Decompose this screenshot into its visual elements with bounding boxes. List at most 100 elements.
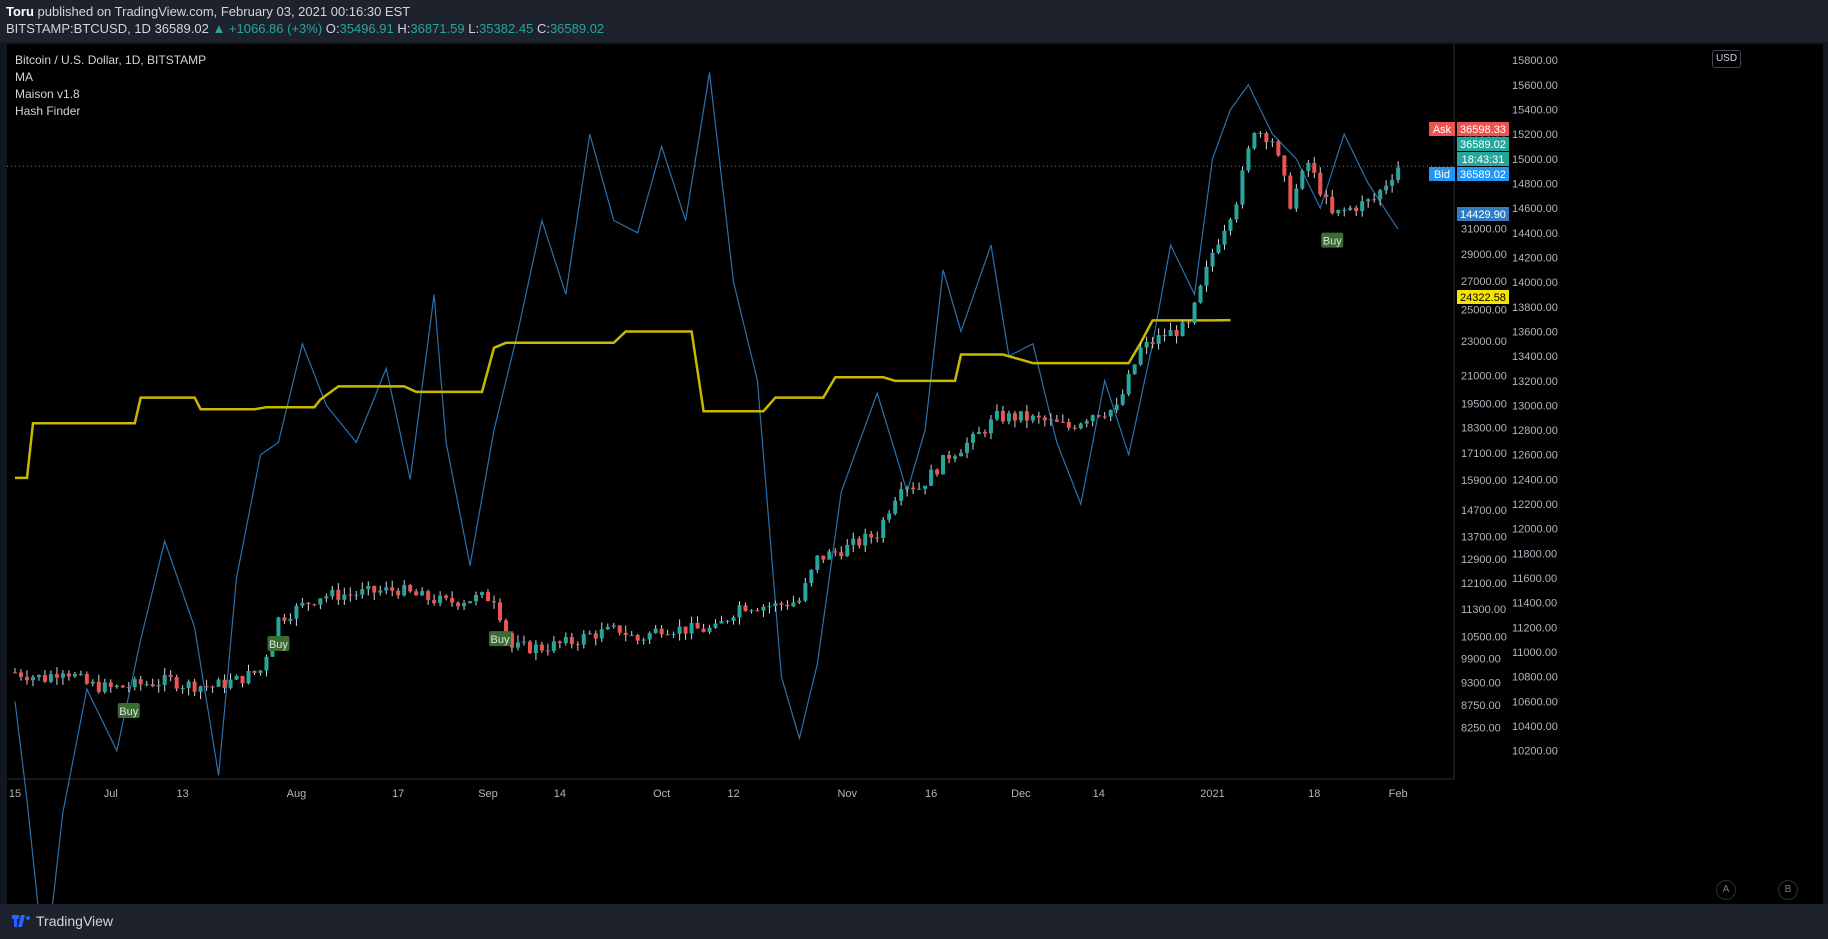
- price-change: ▲ +1066.86 (+3%): [212, 21, 323, 36]
- candle-body: [1024, 411, 1029, 421]
- candle-body: [1102, 416, 1107, 418]
- candle-body: [84, 673, 89, 684]
- open-label: O:: [325, 21, 340, 36]
- candle-body: [72, 674, 77, 677]
- candle-body: [803, 583, 808, 601]
- candle-body: [384, 587, 389, 591]
- candle-body: [1162, 335, 1167, 337]
- candle-body: [1060, 421, 1065, 423]
- candle-body: [1282, 155, 1287, 176]
- candle-body: [599, 629, 604, 639]
- price-axis-tick: 13700.00: [1461, 531, 1507, 543]
- candle-body: [785, 604, 790, 607]
- log-scale-button[interactable]: B: [1778, 880, 1798, 900]
- auto-scale-button[interactable]: A: [1716, 880, 1736, 900]
- price-label: [1457, 122, 1509, 136]
- candle-body: [737, 605, 742, 618]
- time-axis-tick: 18: [1308, 788, 1320, 800]
- candle-body: [264, 656, 269, 671]
- candle-body: [48, 674, 53, 682]
- time-axis-tick: Oct: [653, 788, 670, 800]
- tradingview-brand: TradingView: [36, 913, 114, 929]
- candle-body: [731, 617, 736, 621]
- footer-bar: TradingView: [0, 904, 1828, 939]
- candle-body: [1342, 209, 1347, 211]
- candle-body: [174, 677, 179, 689]
- candle-body: [1180, 322, 1185, 337]
- chart-area[interactable]: 8250.00 8750.00 9300.00 9900.00 10500.00 1130…: [7, 44, 1823, 939]
- candle-body: [1006, 413, 1011, 422]
- legend-title[interactable]: Bitcoin / U.S. Dollar, 1D, BITSTAMP: [15, 53, 207, 67]
- candle-body: [821, 555, 826, 560]
- candle-body: [414, 591, 419, 596]
- high-value: 36871.59: [410, 21, 465, 36]
- candle-body: [180, 688, 185, 690]
- legend-indicator-maison[interactable]: Maison v1.8: [15, 87, 80, 101]
- candle-body: [713, 623, 718, 628]
- candle-body: [791, 602, 796, 607]
- candle-body: [1372, 199, 1377, 201]
- candle-body: [300, 602, 305, 606]
- candle-body: [707, 627, 712, 632]
- candle-body: [545, 650, 550, 652]
- candle-body: [755, 610, 760, 612]
- candle-body: [468, 601, 473, 604]
- buy-signal-badge: [267, 636, 290, 652]
- candle-body: [1240, 170, 1245, 205]
- candle-body: [779, 603, 784, 605]
- candle-body: [240, 675, 245, 684]
- price-chart[interactable]: 8250.00 8750.00 9300.00 9900.00 10500.00 1130…: [7, 44, 1823, 939]
- candle-body: [138, 679, 143, 685]
- candle-body: [994, 410, 999, 420]
- tradingview-logo[interactable]: TradingView: [12, 913, 113, 929]
- price-label-value: 24322.58: [1460, 292, 1506, 304]
- secondary-axis-tick: 14400.00: [1512, 228, 1558, 240]
- price-axis-tick: 31000.00: [1461, 224, 1507, 236]
- candle-body: [1000, 410, 1005, 422]
- publish-text: published on TradingView.com, February 0…: [37, 4, 411, 19]
- high-label: H:: [397, 21, 411, 36]
- candle-body: [761, 606, 766, 611]
- candle-body: [24, 676, 29, 681]
- price-label-tag-text: Bid: [1434, 169, 1450, 181]
- candle-body: [1018, 411, 1023, 421]
- candle-body: [54, 674, 59, 678]
- candle-body: [947, 454, 952, 459]
- candle-body: [1126, 373, 1131, 395]
- price-axis-tick: 15900.00: [1461, 475, 1507, 487]
- candle-body: [617, 625, 622, 633]
- candle-body: [294, 605, 299, 619]
- secondary-axis-tick: 10200.00: [1512, 746, 1558, 758]
- candle-body: [1198, 285, 1203, 303]
- candle-body: [348, 594, 353, 596]
- candle-body: [462, 603, 467, 607]
- candle-body: [1246, 148, 1251, 171]
- candle-body: [102, 682, 107, 692]
- candle-body: [1108, 410, 1113, 417]
- author-name[interactable]: Toru: [6, 4, 34, 19]
- candle-body: [366, 585, 371, 590]
- price-axis-tick: 29000.00: [1461, 249, 1507, 261]
- candle-body: [1120, 394, 1125, 405]
- candle-body: [845, 544, 850, 557]
- price-label-tag: [1429, 167, 1455, 181]
- candle-body: [695, 622, 700, 629]
- candle-body: [354, 594, 359, 596]
- candle-body: [563, 637, 568, 644]
- candle-body: [1336, 209, 1341, 214]
- secondary-axis-tick: 12400.00: [1512, 474, 1558, 486]
- price-axis-tick: 23000.00: [1461, 336, 1507, 348]
- legend-indicator-hash-finder[interactable]: Hash Finder: [15, 104, 81, 118]
- candle-body: [629, 635, 634, 637]
- candle-body: [108, 682, 113, 688]
- candle-body: [78, 673, 83, 675]
- candle-body: [150, 684, 155, 687]
- open-value: 35496.91: [339, 21, 394, 36]
- candle-body: [450, 597, 455, 603]
- symbol-label: BITSTAMP:BTCUSD, 1D: [6, 21, 151, 36]
- candle-body: [1270, 141, 1275, 143]
- candle-body: [234, 675, 239, 680]
- candle-body: [312, 604, 317, 606]
- currency-button[interactable]: USD: [1712, 50, 1741, 68]
- legend-indicator-ma[interactable]: MA: [15, 70, 33, 84]
